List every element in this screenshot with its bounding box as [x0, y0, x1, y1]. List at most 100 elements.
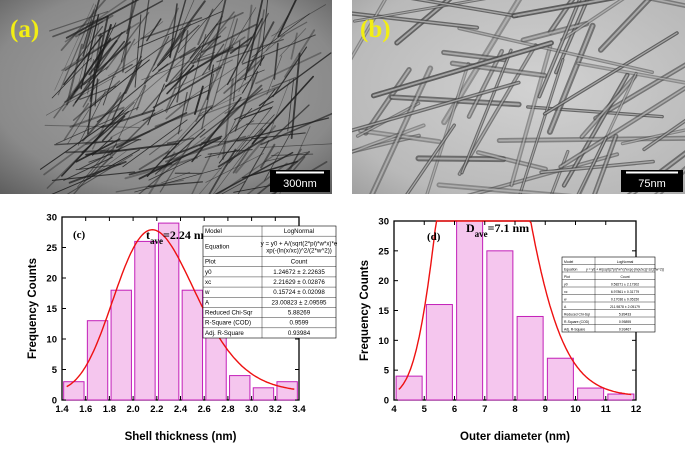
average-value: =2.24 nm	[163, 228, 211, 242]
x-tick-label: 6	[452, 404, 457, 415]
scalebar-label-b: 75nm	[638, 178, 666, 190]
histogram-bar	[486, 250, 514, 401]
fit-table-key: Equation	[205, 243, 230, 250]
fit-table-key: A	[205, 299, 210, 306]
x-axis-title: Shell thickness (nm)	[125, 431, 237, 443]
panel-letter: (c)	[73, 229, 86, 241]
x-tick-label: 9	[543, 404, 548, 415]
histogram-bar	[63, 381, 85, 401]
y-tick-label: 25	[46, 243, 57, 254]
fit-table-value: Count	[620, 275, 629, 279]
y-axis-title: Frequency Counts	[359, 260, 371, 361]
y-tick-label: 10	[378, 336, 389, 347]
x-tick-label: 11	[601, 404, 612, 415]
fit-table-value: 0.9599	[290, 320, 309, 327]
average-value: =7.1 nm	[488, 221, 530, 235]
y-tick-label: 15	[46, 304, 57, 315]
x-tick-label: 1.4	[55, 404, 69, 415]
fit-table-key: y0	[205, 269, 212, 276]
x-tick-label: 7	[482, 404, 487, 415]
fit-table-key: xc	[564, 290, 568, 294]
fit-table-value: 0.58271 ± 2.17302	[611, 282, 639, 286]
fit-table-value: 0.95895	[619, 320, 631, 324]
fit-table-value: 0.93984	[288, 330, 311, 337]
fit-table-value: xp(-(ln(x/xc))^2/(2*w^2))	[266, 247, 332, 254]
fit-table-key: y0	[564, 282, 568, 286]
y-axis-title: Frequency Counts	[27, 258, 39, 359]
fit-table-key: R-Square (COD)	[564, 320, 589, 324]
histogram-bar	[134, 240, 156, 401]
scalebar-box-a	[270, 170, 330, 192]
fit-table-value: LogNormal	[617, 260, 634, 264]
fit-table-key: Equation	[564, 267, 577, 271]
fit-table-value: 0.93467	[619, 327, 631, 331]
y-tick-label: 10	[46, 335, 57, 346]
panel-label-b: (b)	[360, 16, 391, 43]
histogram-bar	[229, 375, 251, 401]
average-subscript: ave	[475, 229, 488, 239]
histogram-bar	[276, 381, 298, 401]
fit-table-value: 23.00823 ± 2.09595	[271, 299, 327, 306]
x-axis-title: Outer diameter (nm)	[460, 431, 570, 443]
fit-table-value: 6.97861 ± 0.31779	[611, 290, 639, 294]
fit-table-value: Count	[291, 259, 308, 266]
histogram-bar	[425, 304, 453, 401]
panel-letter: (d)	[427, 231, 441, 243]
histogram-bar	[607, 393, 635, 401]
histogram-bar	[395, 375, 423, 401]
x-tick-label: 3.2	[269, 404, 282, 415]
fit-table-value: 0.17036 ± 0.05150	[611, 297, 639, 301]
x-tick-label: 2.4	[174, 404, 188, 415]
histogram-bar	[110, 289, 132, 401]
histogram-bar	[252, 387, 275, 401]
chart-outer-diameter: 4 5 6 7 8 9 10 11 12 0 5 10 15 20 25 30 Outer diameter (…	[359, 217, 664, 444]
y-tick-label: 0	[52, 396, 57, 407]
panel-label-a: (a)	[10, 16, 39, 43]
x-tick-label: 3.0	[245, 404, 258, 415]
fit-table-key: Model	[564, 260, 573, 264]
y-tick-label: 5	[52, 365, 58, 376]
x-tick-label: 12	[631, 404, 642, 415]
fit-table-value: 5.89433	[619, 312, 631, 316]
fit-table-key: Reduced Chi-Sqr	[564, 312, 591, 316]
fit-table-key: A	[564, 305, 567, 309]
y-tick-label: 20	[46, 274, 57, 285]
fit-table-key: xc	[205, 279, 211, 286]
y-tick-label: 0	[384, 396, 389, 407]
tem-image-b-canvas: (b) 75nm	[352, 0, 685, 194]
average-annotation: tave=2.24 nm	[146, 228, 211, 246]
x-tick-label: 3.4	[292, 404, 306, 415]
x-tick-label: 2.0	[126, 404, 139, 415]
fit-table-key: Reduced Chi-Sqr	[205, 310, 252, 317]
x-tick-label: 5	[422, 404, 428, 415]
tem-image-a-canvas: (a) 300nm	[0, 0, 332, 194]
x-tick-label: 10	[570, 404, 581, 415]
fit-table-key: Plot	[564, 275, 570, 279]
fit-table-value: 0.15724 ± 0.02098	[273, 289, 325, 296]
fit-table-value: 1.24672 ± 2.22635	[273, 269, 325, 276]
fit-table-key: Plot	[205, 259, 216, 266]
fit-table-value: 5.88269	[288, 310, 311, 317]
average-annotation: Dave=7.1 nm	[466, 221, 529, 239]
fit-table-key: Adj. R-Square	[564, 327, 585, 331]
fit-table-value: 211.9878 ± 2.05179	[610, 305, 640, 309]
fit-parameter-table: Model LogNormal Equation y = y0 + A/(sqrt(2…	[561, 256, 664, 333]
fit-table-value: LogNormal	[284, 228, 314, 235]
x-tick-label: 2.2	[150, 404, 163, 415]
y-tick-label: 20	[378, 276, 389, 287]
y-tick-label: 15	[378, 306, 389, 317]
fit-table-key: Adj. R-Square	[205, 330, 244, 337]
fit-table-value: y = y0 + A/(sqrt(2*pi)*w*x)*e	[261, 240, 338, 247]
x-tick-label: 1.8	[103, 404, 116, 415]
tem-image-a: (a) 300nm	[0, 0, 332, 194]
tem-image-b: (b) 75nm	[352, 0, 685, 194]
histogram-bar	[546, 357, 574, 401]
fit-table-key: Model	[205, 228, 222, 235]
fit-table-key: w	[204, 289, 210, 296]
y-tick-label: 25	[378, 246, 389, 257]
histogram-bar	[456, 220, 484, 401]
scalebar-label-a: 300nm	[283, 178, 317, 190]
x-tick-label: 2.8	[221, 404, 234, 415]
average-symbol: D	[466, 221, 475, 235]
histogram-bar	[577, 387, 605, 401]
